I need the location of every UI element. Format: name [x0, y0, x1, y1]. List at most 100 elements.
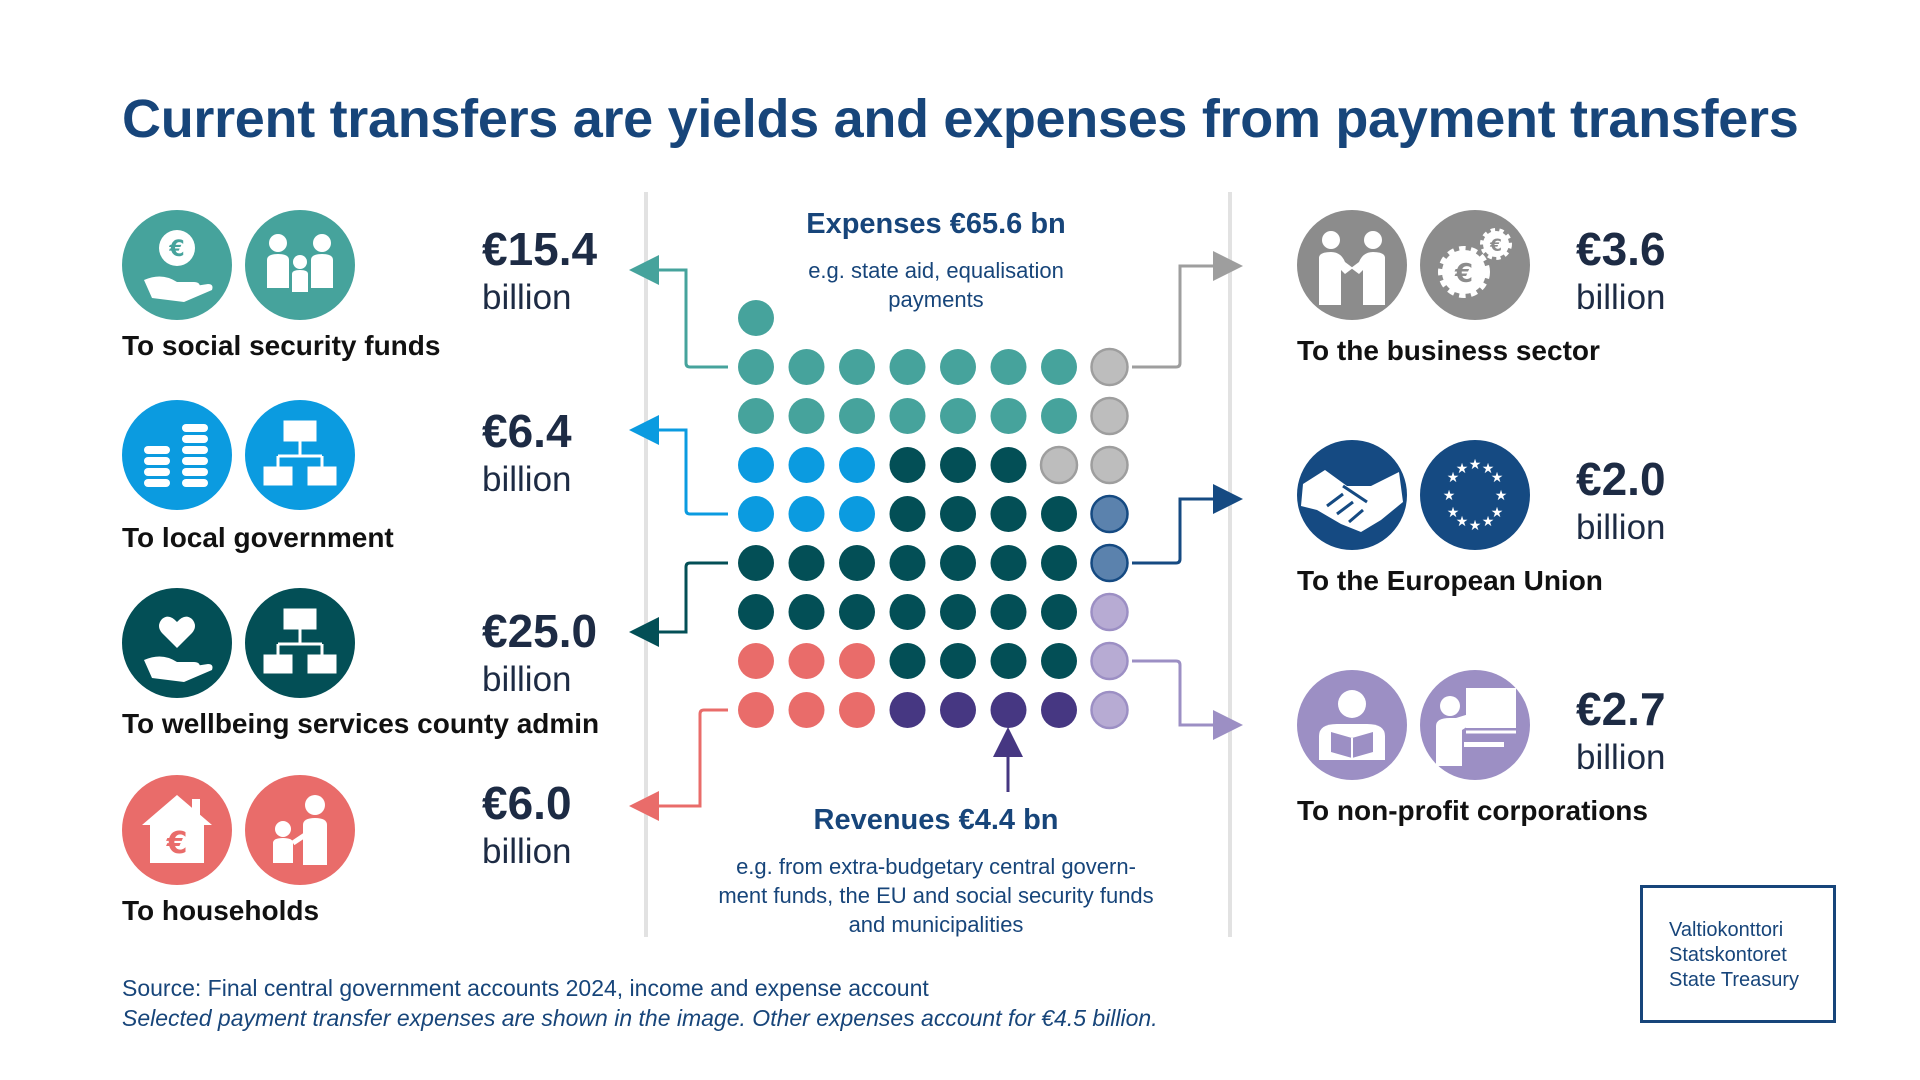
svg-text:★: ★	[1456, 461, 1469, 477]
svg-text:★: ★	[1495, 488, 1508, 504]
eu-arrow	[1132, 484, 1243, 565]
dot-social-security	[839, 398, 875, 434]
dot-non-profit	[1090, 690, 1129, 730]
dot-wellbeing	[788, 594, 825, 630]
local-government-arrow	[629, 415, 728, 516]
svg-text:€: €	[1454, 259, 1473, 289]
dot-households	[788, 643, 825, 679]
wellbeing-amount: €25.0	[482, 605, 598, 657]
eu-amount: €2.0	[1576, 453, 1666, 505]
business-handshake-icon	[1297, 210, 1407, 320]
org-chart-icon	[245, 400, 355, 510]
dot-social-security	[889, 398, 926, 434]
house-euro-icon: €	[122, 775, 232, 885]
euro-gears-icon: € €	[1420, 210, 1530, 320]
svg-text:★: ★	[1482, 461, 1495, 477]
dot-wellbeing	[1041, 545, 1077, 581]
dot-local-government	[839, 496, 875, 532]
reading-person-icon	[1297, 670, 1407, 780]
dot-eu	[1090, 543, 1129, 583]
social-security-unit: billion	[482, 278, 572, 317]
dot-business	[1090, 396, 1129, 436]
dot-social-security	[889, 349, 926, 385]
eu-unit: billion	[1576, 508, 1666, 547]
dot-social-security	[990, 349, 1027, 385]
page-title: Current transfers are yields and expense…	[122, 89, 1799, 149]
dot-social-security	[940, 349, 976, 385]
dot-social-security	[839, 349, 875, 385]
households-amount: €6.0	[482, 777, 572, 829]
dot-business	[1039, 445, 1079, 485]
eu-flag-icon: ★ ★ ★ ★ ★ ★ ★ ★ ★ ★ ★ ★	[1420, 440, 1530, 550]
revenues-note: e.g. from extra-budgetary central govern…	[718, 854, 1154, 937]
dot-wellbeing	[1041, 643, 1077, 679]
dot-wellbeing	[990, 545, 1027, 581]
households-arrow	[629, 708, 728, 821]
svg-text:★: ★	[1443, 488, 1456, 504]
dot-wellbeing	[839, 545, 875, 581]
logo-line: Statskontoret	[1669, 944, 1787, 966]
dot-wellbeing	[889, 545, 926, 581]
households-label: To households	[122, 895, 320, 926]
dot-wellbeing	[940, 594, 976, 630]
dot-wellbeing	[1041, 594, 1077, 630]
source-note: Source: Final central government account…	[122, 975, 929, 1001]
dot-wellbeing	[990, 594, 1027, 630]
dot-social-security	[738, 398, 774, 434]
logo-line: State Treasury	[1669, 969, 1800, 991]
wellbeing-label: To wellbeing services county admin	[122, 708, 600, 739]
business-arrow	[1132, 251, 1243, 369]
expenses-heading: Expenses €65.6 bn	[806, 208, 1066, 240]
parent-child-icon	[245, 775, 355, 885]
org-chart-icon	[245, 588, 355, 698]
left-divider	[644, 192, 648, 937]
non-profit-arrow	[1132, 659, 1243, 740]
dot-wellbeing	[940, 545, 976, 581]
dot-social-security	[1041, 349, 1077, 385]
coin-stacks-icon	[122, 400, 232, 510]
local-government-label: To local government	[122, 522, 394, 553]
svg-text:€: €	[1489, 236, 1502, 256]
svg-text:€: €	[166, 826, 188, 861]
dot-business	[1090, 347, 1129, 387]
right-divider	[1228, 192, 1232, 937]
dot-local-government	[738, 447, 774, 483]
svg-text:★: ★	[1491, 470, 1504, 486]
logo-line: Valtiokonttori	[1669, 919, 1784, 941]
dot-wellbeing	[990, 447, 1027, 483]
dot-social-security	[738, 349, 774, 385]
svg-text:★: ★	[1447, 470, 1460, 486]
dot-revenues	[1041, 692, 1077, 728]
dot-social-security	[788, 349, 825, 385]
dot-wellbeing	[990, 643, 1027, 679]
svg-text:★: ★	[1491, 505, 1504, 521]
non-profit-unit: billion	[1576, 738, 1666, 777]
svg-text:€: €	[168, 237, 184, 262]
dot-local-government	[839, 447, 875, 483]
dot-wellbeing	[889, 594, 926, 630]
svg-text:★: ★	[1447, 505, 1460, 521]
dot-social-security	[788, 398, 825, 434]
svg-text:★: ★	[1456, 514, 1469, 530]
svg-text:★: ★	[1469, 457, 1482, 473]
wellbeing-unit: billion	[482, 660, 572, 699]
dot-social-security	[940, 398, 976, 434]
dot-households	[738, 643, 774, 679]
business-unit: billion	[1576, 278, 1666, 317]
dot-revenues	[990, 692, 1027, 728]
local-government-amount: €6.4	[482, 405, 572, 457]
dot-local-government	[788, 496, 825, 532]
presenter-icon	[1420, 670, 1530, 780]
dot-households	[839, 692, 875, 728]
dot-wellbeing	[940, 496, 976, 532]
dot-local-government	[788, 447, 825, 483]
dot-wellbeing	[1041, 496, 1077, 532]
svg-text:★: ★	[1482, 514, 1495, 530]
dot-wellbeing	[788, 545, 825, 581]
dot-eu	[1090, 494, 1129, 534]
revenues-heading: Revenues €4.4 bn	[813, 804, 1059, 836]
heart-in-hand-icon	[122, 588, 232, 698]
dot-revenues	[889, 692, 926, 728]
expenses-note: e.g. state aid, equalisation payments	[808, 258, 1064, 312]
